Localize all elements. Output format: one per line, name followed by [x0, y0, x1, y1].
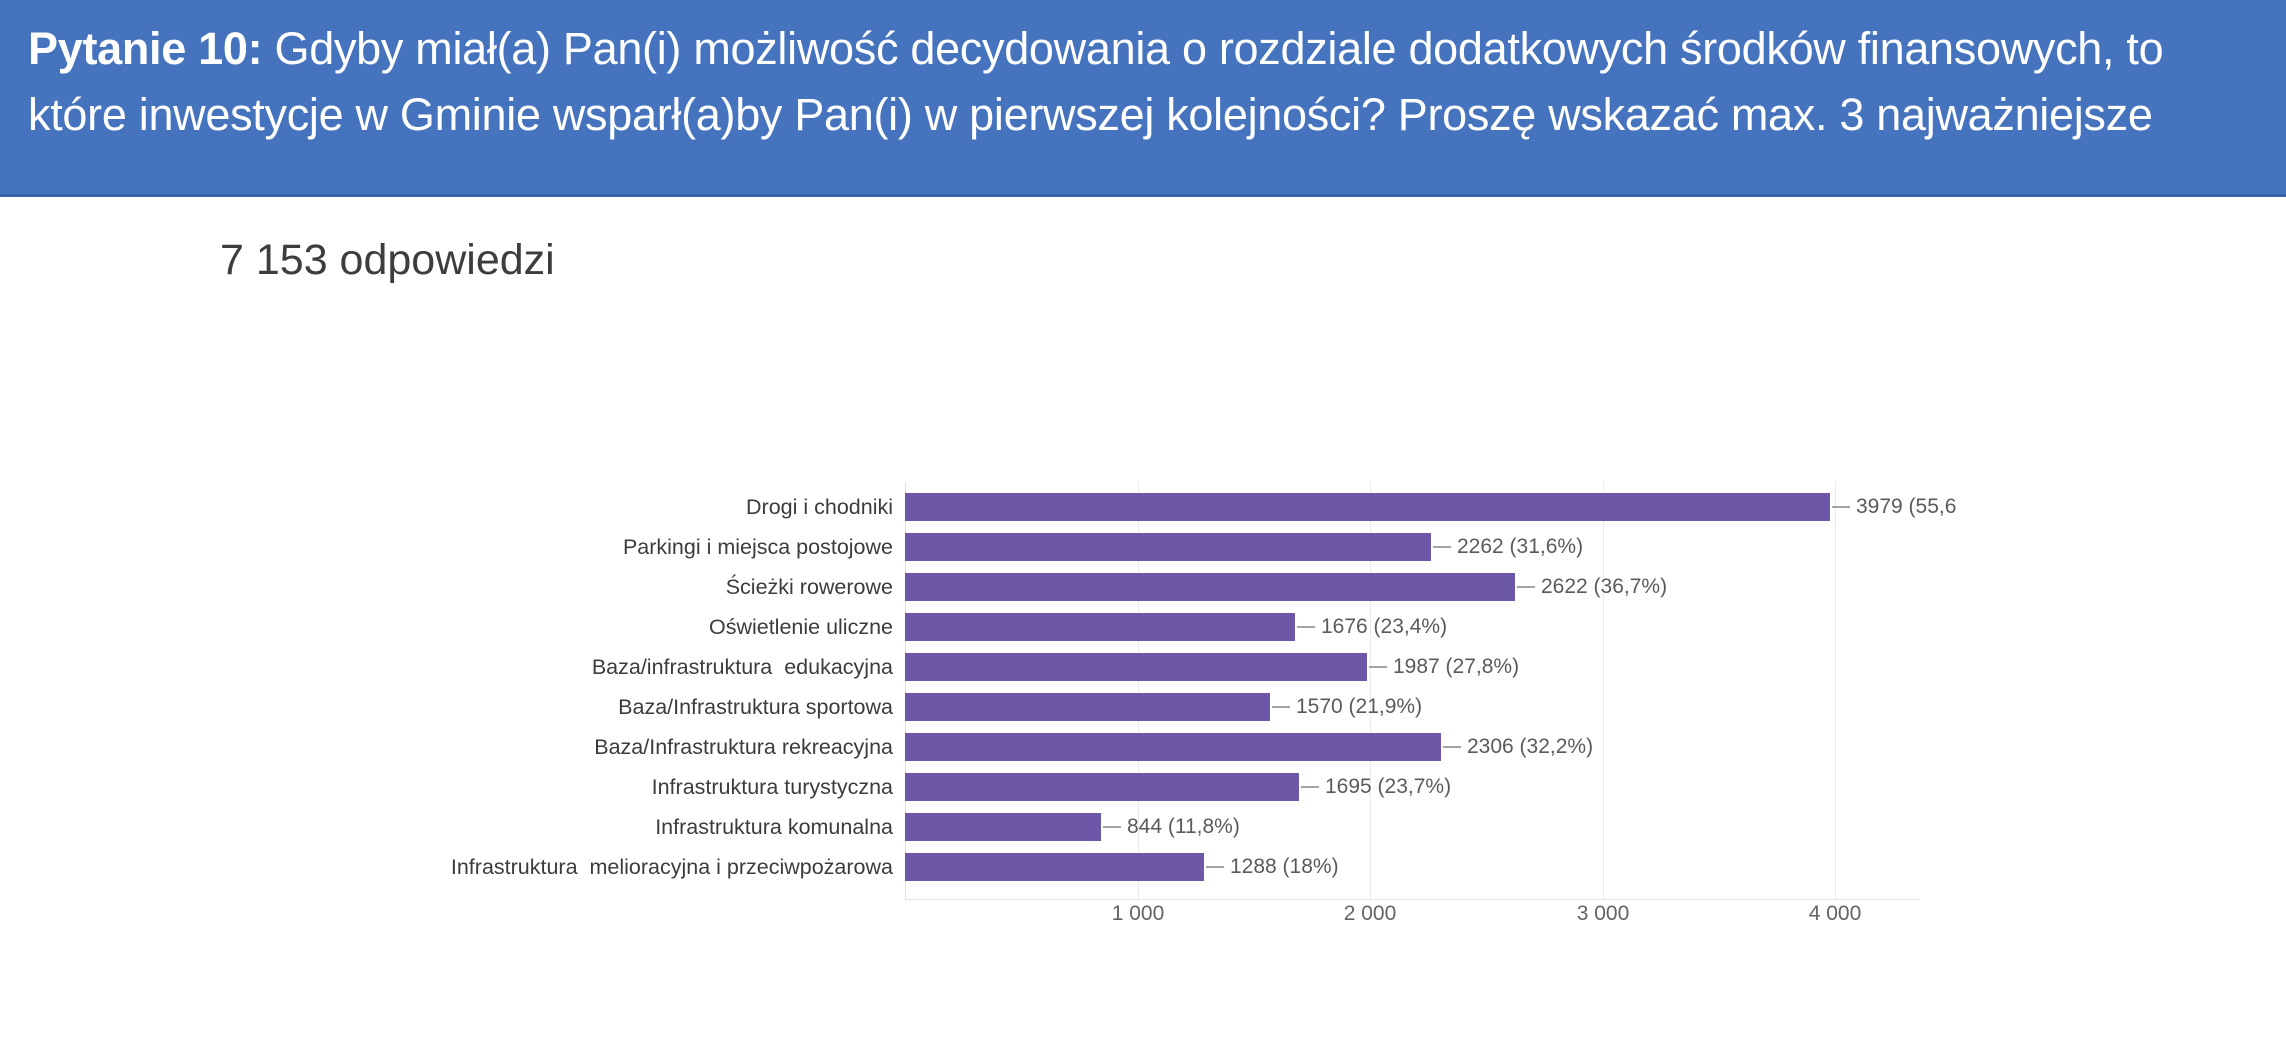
- leader-line: [1297, 626, 1315, 628]
- question-line-2: które inwestycje w Gminie wsparł(a)by Pa…: [28, 89, 2153, 140]
- row-label: Baza/infrastruktura edukacyjna: [591, 655, 893, 679]
- value-label: 1288 (18%): [1230, 855, 1339, 878]
- question-line-1-rest: Gdyby miał(a) Pan(i) możliwość decydowan…: [262, 23, 2164, 74]
- x-tick-label: 3 000: [1576, 902, 1630, 925]
- bar: [905, 533, 1431, 561]
- row-label: Infrastruktura komunalna: [655, 815, 893, 839]
- question-line-1: Pytanie 10: Gdyby miał(a) Pan(i) możliwo…: [28, 16, 2258, 82]
- row-label: Parkingi i miejsca postojowe: [622, 535, 893, 559]
- row-label: Oświetlenie uliczne: [708, 615, 893, 639]
- question-banner: Pytanie 10: Gdyby miał(a) Pan(i) możliwo…: [0, 0, 2286, 197]
- x-axis-line: [905, 899, 1920, 900]
- row-label: Infrastruktura melioracyjna i przeciwpoż…: [450, 855, 893, 879]
- value-label: 3979 (55,6: [1856, 495, 1957, 518]
- bar: [905, 493, 1830, 521]
- leader-line: [1301, 786, 1319, 788]
- leader-line: [1517, 586, 1535, 588]
- leader-line: [1433, 546, 1451, 548]
- value-label: 844 (11,8%): [1127, 815, 1240, 838]
- responses-count: 7 153 odpowiedzi: [220, 236, 555, 284]
- leader-line: [1103, 826, 1121, 828]
- question-text: Pytanie 10: Gdyby miał(a) Pan(i) możliwo…: [28, 16, 2258, 148]
- leader-line: [1369, 666, 1387, 668]
- question-number: Pytanie 10:: [28, 23, 263, 74]
- value-label: 2622 (36,7%): [1541, 575, 1668, 598]
- gridline: [1835, 482, 1836, 899]
- row-label: Baza/Infrastruktura rekreacyjna: [594, 735, 893, 759]
- value-label: 1695 (23,7%): [1325, 775, 1452, 798]
- leader-line: [1443, 746, 1461, 748]
- bar: [905, 613, 1295, 641]
- value-label: 1676 (23,4%): [1321, 615, 1448, 638]
- gridline: [1138, 482, 1139, 899]
- y-axis-line: [905, 482, 906, 899]
- row-label: Baza/Infrastruktura sportowa: [618, 695, 893, 719]
- bar: [905, 853, 1204, 881]
- bar: [905, 693, 1270, 721]
- row-label: Ścieżki rowerowe: [725, 575, 893, 599]
- bar: [905, 653, 1367, 681]
- x-tick-label: 1 000: [1111, 902, 1165, 925]
- bar: [905, 813, 1101, 841]
- value-label: 2306 (32,2%): [1467, 735, 1594, 758]
- row-label: Infrastruktura turystyczna: [651, 775, 893, 799]
- leader-line: [1206, 866, 1224, 868]
- value-label: 2262 (31,6%): [1457, 535, 1584, 558]
- x-tick-label: 2 000: [1343, 902, 1397, 925]
- value-label: 1987 (27,8%): [1393, 655, 1520, 678]
- value-label: 1570 (21,9%): [1296, 695, 1423, 718]
- bar: [905, 773, 1299, 801]
- bar: [905, 573, 1515, 601]
- bar: [905, 733, 1441, 761]
- leader-line: [1272, 706, 1290, 708]
- gridline: [1370, 482, 1371, 899]
- row-label: Drogi i chodniki: [746, 495, 893, 519]
- leader-line: [1832, 506, 1850, 508]
- x-tick-label: 4 000: [1808, 902, 1862, 925]
- gridline: [1603, 482, 1604, 899]
